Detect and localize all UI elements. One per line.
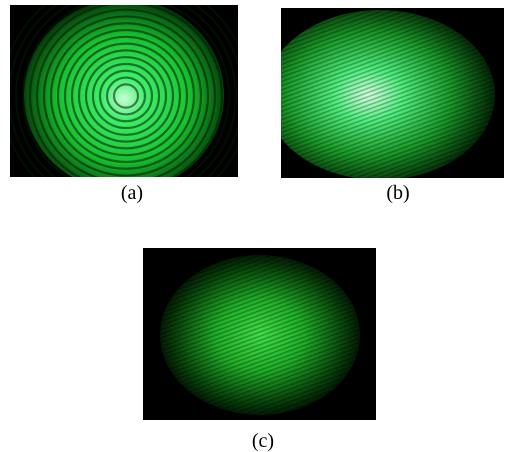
panel-label: (b) [386,182,409,204]
panel-label: (c) [252,430,274,452]
page: (a) (b) (c) (() => { const data = JSON.p… [0,0,507,452]
panel-label: (a) [121,182,143,204]
photo-b [265,8,504,180]
photo-c [143,248,376,420]
figure: (a) (b) (c) [0,0,507,452]
